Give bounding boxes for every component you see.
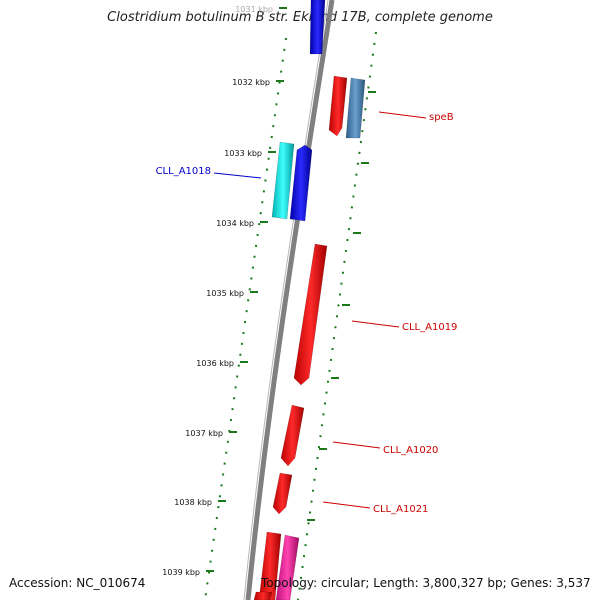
gene-arrow-speb	[345, 77, 366, 139]
accession-text: Accession: NC_010674	[9, 576, 146, 590]
gene-arrow-pink-bottom	[275, 534, 300, 600]
gene-label: speB	[429, 112, 454, 123]
gene-arrow-cll-a1018-cyan	[271, 141, 295, 220]
gene-label: CLL_A1018	[156, 166, 211, 177]
gene-label: CLL_A1021	[373, 504, 428, 515]
gene-arrow-cll-a1019	[293, 243, 328, 386]
gene-arrow-cll-a1020	[280, 404, 305, 467]
topology-summary: Topology: circular; Length: 3,800,327 bp…	[261, 576, 591, 590]
gene-label-leaders: speB CLL_A1018 CLL_A1019 CLL_A1020 CLL_A1021	[156, 111, 457, 515]
gene-arrow-red-bottom-edge	[253, 591, 273, 600]
tick-label: 1038 kbp	[174, 498, 212, 507]
tick-label: 1031 kbp	[235, 5, 273, 14]
gene-leader-line	[351, 320, 400, 328]
outer-dotted-track	[297, 31, 377, 600]
tick-label: 1035 kbp	[206, 289, 244, 298]
genome-backbone	[245, 0, 335, 600]
gene-arrow-cll-a1021	[272, 472, 293, 515]
gene-arrow-blue-top	[309, 0, 326, 55]
gene-leader-line	[332, 441, 381, 449]
gene-features	[253, 0, 366, 600]
gene-arrow-cll-a1018	[289, 144, 313, 222]
gene-label: CLL_A1020	[383, 445, 438, 456]
gene-leader-line	[213, 172, 262, 179]
tick-label: 1039 kbp	[162, 568, 200, 577]
tick-label: 1036 kbp	[196, 359, 234, 368]
gene-arrow-red-bottom	[258, 531, 282, 600]
tick-label: 1033 kbp	[224, 149, 262, 158]
gene-arrow-red-speb-neighbor	[328, 75, 348, 137]
tick-label: 1037 kbp	[185, 429, 223, 438]
tick-marks: 1031 kbp 1032 kbp 1033 kbp 1034 kbp 1035 kbp…	[162, 5, 376, 577]
tick-label: 1034 kbp	[216, 219, 254, 228]
inner-dotted-track	[204, 37, 287, 600]
genome-backbone-highlight	[243, 0, 329, 600]
gene-leader-line	[378, 111, 427, 119]
map-title: Clostridium botulinum B str. Eklund 17B,…	[107, 10, 493, 25]
gene-leader-line	[322, 501, 371, 509]
tick-label: 1032 kbp	[232, 78, 270, 87]
gene-label: CLL_A1019	[402, 322, 457, 333]
